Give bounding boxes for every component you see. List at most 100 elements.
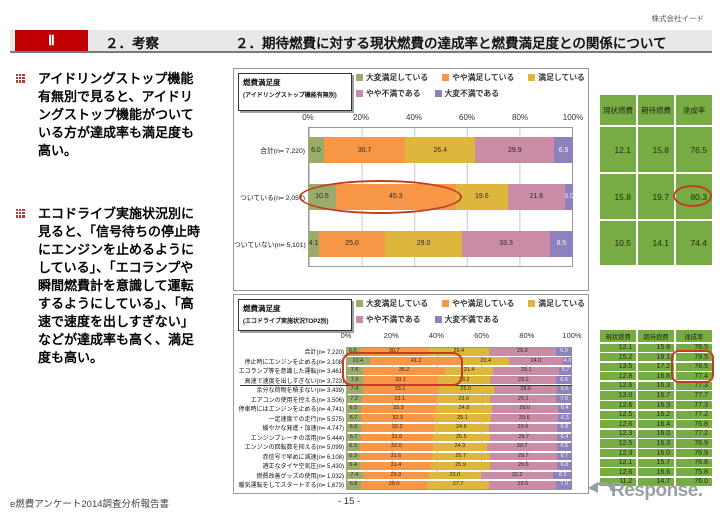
bar-segment: 29.7	[490, 433, 558, 442]
legend-swatch-icon	[356, 90, 363, 97]
category-label: 停止時にエンジンを止める(n= 2,108)	[244, 359, 344, 366]
bar-segment: 21.6	[507, 183, 566, 210]
table-cell: 75.8	[675, 468, 712, 477]
bar-segment: 24.0	[508, 357, 563, 366]
bar-segment: 36.2	[363, 366, 445, 375]
sidebar-notes: アイドリングストップ機能有無別で見ると、アイドリングストップ機能がついている方が…	[14, 70, 214, 367]
legend-swatch-icon	[434, 316, 442, 323]
bar-segment: 23.2	[437, 376, 491, 385]
bar-segment: 7.4	[346, 385, 363, 394]
bar-segment: 29.6	[489, 481, 557, 489]
stacked-bar: 4.1 25.0 29.0 33.3 8.5	[308, 230, 573, 257]
legend-label: やや満足している	[452, 73, 515, 82]
bar-segment: 7.0	[556, 395, 572, 404]
bar-segment: 29.7	[489, 452, 557, 461]
chart-subtitle: (アイドリングストップ機能有無別)	[243, 93, 337, 99]
bar-segment: 29.9	[489, 423, 557, 432]
bar-segment: 25.5	[432, 433, 491, 442]
table-cell: 15.7	[637, 458, 675, 467]
footer-report-title: e燃費アンケート2014調査分析報告書	[10, 499, 170, 510]
axis-tick-label: 20%	[352, 113, 370, 122]
bar-segment: 6.8	[346, 481, 362, 489]
category-label: エンジンブレーキの活用(n= 5,444)	[250, 435, 344, 442]
legend-item: 満足している	[528, 298, 585, 309]
category-label: 一定速度での走行(n= 5,575)	[268, 416, 344, 423]
legend-swatch-icon	[356, 316, 363, 323]
table-cell: 77.2	[675, 410, 712, 419]
legend-swatch-icon	[442, 300, 450, 307]
bar-segment: 31.6	[360, 452, 432, 461]
bar-segment: 29.9	[488, 347, 557, 356]
bar-segment: 33.1	[362, 385, 438, 394]
table-cell: 12.1	[600, 458, 637, 467]
category-label: エコランプ等を意識した運転(n= 3,461)	[238, 369, 344, 376]
category-label: エアコンの使用を控える(n= 3,506)	[250, 397, 344, 404]
bar-segment: 24.6	[433, 423, 490, 432]
category-label: ついている(n= 2,057)	[240, 194, 305, 202]
category-label: 高速で速度を出しすぎない(n= 3,723)	[244, 378, 344, 385]
note-text: アイドリングストップ機能有無別で見ると、アイドリングストップ機能がついている方が…	[38, 71, 195, 158]
bar-segment: 7.4	[346, 471, 363, 480]
chart-row: 高速で速度を出しすぎない(n= 3,723) 7.6 33.1 23.2 29.2 6.8	[234, 376, 572, 386]
axis-tick-label: 40%	[405, 113, 423, 122]
bar-segment: 33.3	[360, 404, 436, 413]
table-cell: 19.1	[637, 353, 675, 362]
table-cell: 12.6	[600, 381, 637, 390]
legend-item: やや満足している	[442, 72, 514, 83]
category-label: 停車時にはエンジンを止める(n= 4,741)	[238, 407, 344, 414]
chart-row: 停車時にはエンジンを止める(n= 4,741) 6.5 33.3 24.8 29.0 6.…	[234, 404, 572, 414]
bar-segment: 31.4	[360, 462, 432, 470]
bar-segment: 29.0	[385, 230, 462, 257]
axis-tick-label: 20%	[383, 331, 399, 340]
bar-segment: 32.2	[360, 423, 434, 432]
category-label: ついていない(n= 5,101)	[234, 241, 306, 249]
stacked-bar: 6.6 32.2 24.6 29.9 6.8	[346, 423, 572, 432]
axis-tick-label: 60%	[474, 331, 490, 340]
bar-segment: 6.7	[346, 414, 362, 423]
legend-swatch-icon	[434, 90, 442, 97]
axis-tick-label: 40%	[428, 331, 444, 340]
stacked-bar: 6.3 31.6 25.7 29.7 6.7	[346, 452, 572, 461]
chart-row: 一定速度での走行(n= 5,575) 6.7 32.3 25.1 29.6 6.3	[234, 414, 572, 424]
bullet-grid-icon	[16, 209, 25, 218]
bar-segment: 20.4	[462, 357, 509, 366]
bar-segment: 25.1	[434, 414, 491, 423]
legend-swatch-icon	[528, 300, 536, 307]
bar-segment: 24.3	[432, 443, 488, 451]
x-axis: 0% 20% 40% 60% 80% 100%	[341, 331, 582, 341]
table-header-cell: 達成率	[676, 95, 712, 125]
stacked-bar: 6.5 33.3 24.8 29.0 6.4	[346, 404, 572, 413]
bar-segment: 6.6	[346, 423, 361, 432]
legend-label: 大変満足している	[366, 299, 429, 308]
bar-segment: 6.3	[346, 443, 361, 451]
table-cell: 11.2	[600, 477, 637, 486]
table-cell: 12.3	[600, 449, 637, 458]
stacked-bar: 6.0 30.7 26.4 29.9 6.9	[308, 137, 573, 164]
note-item: エコドライブ実施状況別に見ると、「信号待ちの停止時にエンジンを止めるようにしてい…	[14, 205, 204, 367]
bar-segment: 29.9	[475, 137, 555, 164]
chart-row: 合計(n= 7,220) 6.0 30.7 26.4 29.9 6.9	[234, 127, 573, 174]
stacked-bar: 7.6 36.2 21.4 29.1 5.7	[346, 366, 572, 375]
stacked-bar: 6.8 29.0 27.7 29.6 7.0	[346, 481, 572, 489]
legend-swatch-icon	[356, 74, 363, 81]
table-cell: 12.1	[600, 343, 637, 352]
bar-segment: 41.2	[369, 357, 463, 366]
highlight-ellipse-chart1	[299, 180, 462, 214]
chart-row: エアコンの使用を控える(n= 3,506) 7.2 33.1 23.6 29.1 7.0	[234, 395, 572, 405]
bar-segment: 7.6	[346, 376, 364, 385]
legend-item: 大変満足している	[356, 298, 428, 309]
legend-swatch-icon	[356, 300, 363, 307]
table-header-cell: 期待燃費	[638, 95, 674, 125]
bar-segment: 5.7	[559, 366, 572, 375]
bar-segment: 33.3	[461, 230, 551, 257]
table-header-cell: 達成率	[675, 330, 712, 342]
stacked-bar: 6.0 30.7 26.4 29.9 6.9	[346, 347, 572, 356]
bar-segment: 3.0	[564, 183, 573, 210]
table-cell: 77.3	[675, 401, 712, 410]
legend-label: やや不満である	[366, 315, 421, 324]
bar-segment: 6.4	[557, 433, 572, 442]
bar-segment: 21.4	[444, 366, 494, 375]
bar-segment: 7.0	[556, 481, 572, 489]
bar-segment: 4.0	[562, 357, 572, 366]
chart-row: 停止時にエンジンを止める(n= 2,108) 10.4 41.2 20.4 24.0 4.…	[234, 357, 572, 367]
